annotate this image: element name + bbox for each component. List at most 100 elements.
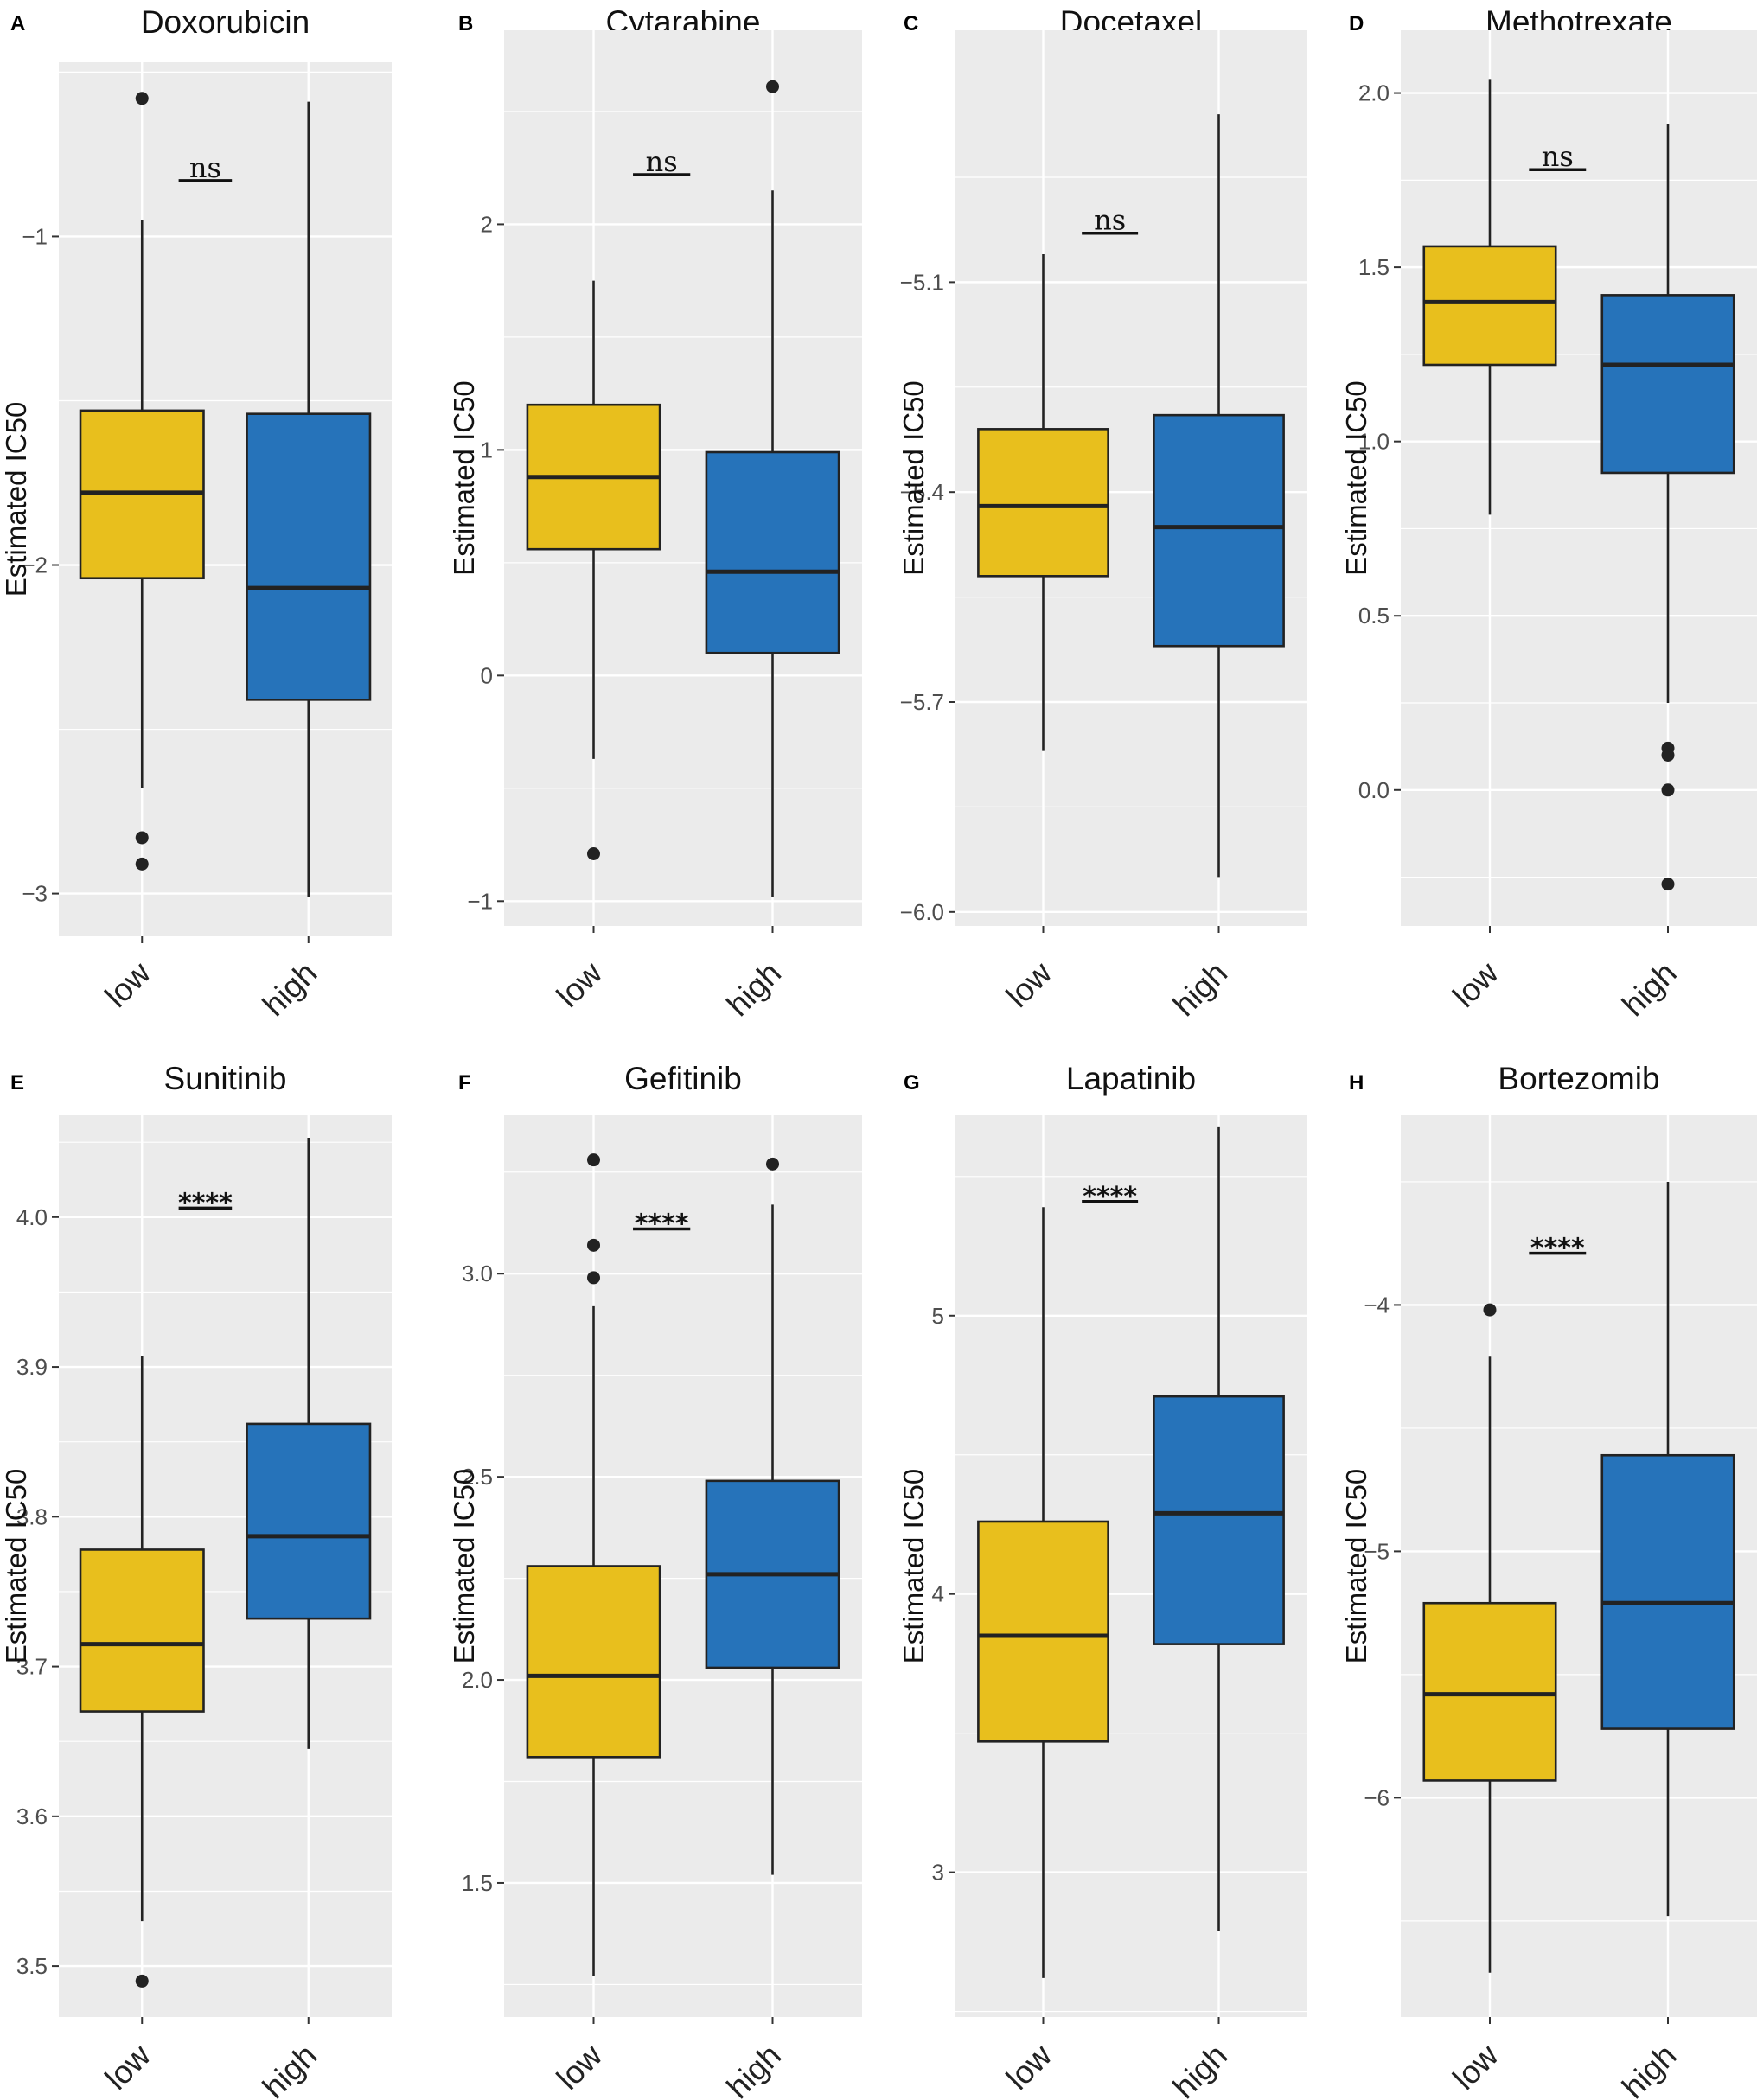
- significance-label: ****: [178, 1188, 233, 1218]
- x-category-label: low: [550, 954, 609, 1013]
- y-axis-label: Estimated IC50: [898, 1469, 930, 1664]
- y-tick-label: 3.0: [462, 1261, 493, 1286]
- x-category-label: low: [550, 2037, 609, 2096]
- outlier-point: [587, 1238, 600, 1252]
- y-tick-label: −1: [22, 223, 48, 249]
- outlier-point: [587, 846, 600, 860]
- box-high: [705, 1157, 840, 1875]
- outlier-point: [135, 857, 149, 871]
- outlier-point: [587, 1271, 600, 1285]
- outlier-point: [766, 80, 779, 93]
- x-category-label: high: [1166, 2038, 1234, 2100]
- x-category-label: low: [99, 954, 157, 1013]
- outlier-point: [1661, 748, 1675, 762]
- iqr-box: [977, 428, 1109, 578]
- iqr-box: [526, 1565, 661, 1759]
- panel-letter: G: [904, 1071, 920, 1095]
- y-tick-label: 0.5: [1358, 603, 1390, 629]
- panel-letter: F: [458, 1071, 471, 1095]
- box-high: [1153, 114, 1285, 878]
- y-tick-label: 1.5: [1358, 254, 1390, 280]
- x-category-label: low: [99, 2037, 157, 2096]
- significance-label: ns: [1542, 140, 1574, 173]
- iqr-box: [1600, 294, 1735, 475]
- y-axis-label: Estimated IC50: [0, 402, 32, 597]
- y-tick-label: 4: [932, 1581, 944, 1607]
- outlier-point: [1661, 878, 1675, 891]
- panel-title: Gefitinib: [624, 1061, 742, 1096]
- y-tick-label: −2: [22, 552, 48, 578]
- box-low: [977, 1207, 1109, 1978]
- y-tick-label: 3.6: [16, 1803, 48, 1829]
- panel-letter: E: [10, 1071, 24, 1095]
- y-tick-label: 0: [481, 662, 493, 688]
- significance-label: ****: [635, 1210, 689, 1240]
- box-high: [1153, 1126, 1285, 1931]
- outlier-point: [135, 831, 149, 845]
- y-tick-label: −1: [467, 888, 493, 914]
- significance-label: ns: [189, 151, 221, 184]
- y-tick-label: −5.7: [900, 689, 944, 715]
- panel-g: G Lapatinib 3 4 5 Estimated IC50 low high ****: [898, 1061, 1307, 2100]
- panel-e: E Sunitinib 3.5 3.6 3.7 3.8 3.9 4.0 Estimated IC…: [0, 1061, 392, 2100]
- x-category-label: low: [1446, 954, 1505, 1013]
- y-axis-label: Estimated IC50: [898, 380, 930, 576]
- significance-label: ****: [1083, 1182, 1137, 1212]
- y-tick-label: −4: [1364, 1292, 1390, 1318]
- panel-title: Lapatinib: [1066, 1061, 1196, 1096]
- outlier-point: [135, 92, 149, 105]
- panel-h: H Bortezomib −6 −5 −4 Estimated IC50 low high **…: [1340, 1061, 1757, 2100]
- box-low: [526, 280, 661, 860]
- x-category-label: high: [1166, 955, 1234, 1023]
- outlier-point: [766, 1157, 779, 1171]
- iqr-box: [1422, 1601, 1557, 1782]
- box-low: [79, 1356, 205, 1988]
- box-high: [1600, 1181, 1735, 1917]
- box-low: [977, 254, 1109, 751]
- y-tick-label: 1.0: [1358, 429, 1390, 455]
- y-axis-label: Estimated IC50: [1340, 1469, 1372, 1664]
- panel-letter: C: [904, 12, 918, 35]
- box-high: [246, 101, 372, 897]
- outlier-point: [1661, 783, 1675, 797]
- y-tick-label: −5.1: [900, 269, 944, 295]
- y-tick-label: 3.9: [16, 1354, 48, 1380]
- panel-letter: B: [458, 12, 473, 35]
- y-tick-label: 0.0: [1358, 777, 1390, 803]
- box-high: [705, 80, 840, 897]
- box-low: [526, 1153, 661, 1977]
- outlier-point: [135, 1974, 149, 1988]
- x-category-label: low: [1446, 2037, 1505, 2096]
- panel-a: A Doxorubicin −3 −2 −1 Estimated IC50 low high n…: [0, 4, 392, 1023]
- significance-label: ns: [646, 145, 678, 178]
- y-tick-label: 3.8: [16, 1503, 48, 1529]
- y-axis-label: Estimated IC50: [448, 1469, 480, 1664]
- y-axis-label: Estimated IC50: [1340, 380, 1372, 576]
- box-low: [1422, 1303, 1557, 1973]
- box-low: [1422, 79, 1557, 515]
- box-low: [79, 92, 205, 871]
- y-tick-label: 2: [481, 211, 493, 237]
- iqr-box: [705, 450, 840, 654]
- x-category-label: high: [256, 955, 323, 1023]
- x-category-label: high: [720, 955, 788, 1023]
- iqr-box: [246, 412, 372, 701]
- y-tick-label: −6: [1364, 1784, 1390, 1810]
- x-category-label: high: [1615, 955, 1683, 1023]
- significance-label: ns: [1094, 204, 1126, 237]
- y-tick-label: 2.0: [462, 1667, 493, 1693]
- box-high: [246, 1137, 372, 1749]
- x-category-label: low: [1000, 2037, 1058, 2096]
- y-axis-label: Estimated IC50: [448, 380, 480, 576]
- y-tick-label: 4.0: [16, 1204, 48, 1230]
- iqr-box: [246, 1422, 372, 1620]
- iqr-box: [1422, 245, 1557, 367]
- panel-title: Bortezomib: [1498, 1061, 1659, 1096]
- outlier-point: [587, 1153, 600, 1167]
- panel-letter: H: [1349, 1071, 1364, 1095]
- panel-letter: A: [10, 12, 25, 35]
